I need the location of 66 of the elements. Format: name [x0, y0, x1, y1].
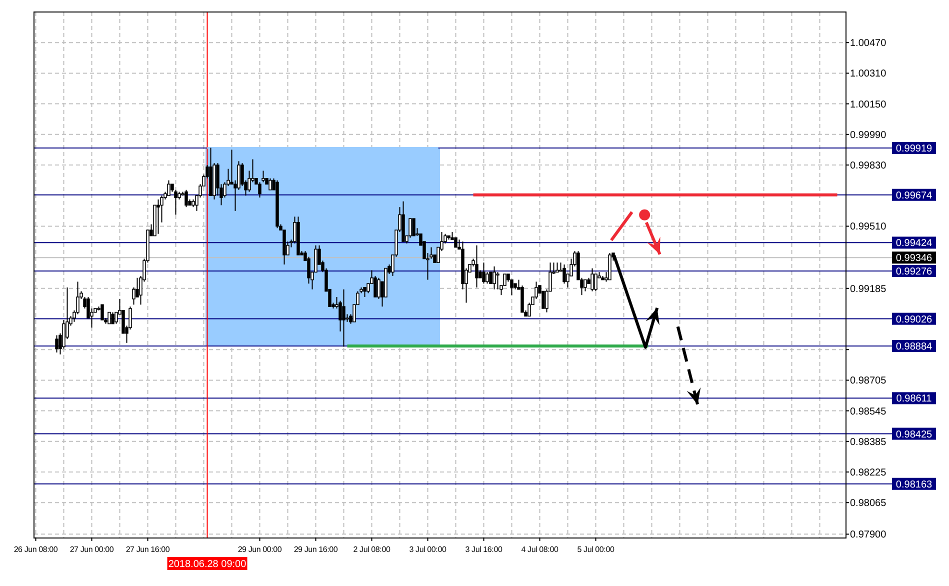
candlestick	[475, 244, 478, 288]
x-tick-label: 3 Jul 00:00	[409, 544, 447, 554]
candlestick	[111, 312, 114, 324]
ref-line-label: 0.99674	[896, 190, 933, 202]
x-tick-label: 4 Jul 08:00	[521, 544, 559, 554]
candlestick	[503, 274, 506, 286]
candlestick	[262, 170, 265, 183]
y-tick-label: 1.00470	[850, 38, 887, 50]
x-tick-label: 5 Jul 00:00	[577, 544, 615, 554]
candlestick	[268, 178, 272, 190]
x-tick-label: 27 Jun 16:00	[126, 544, 170, 554]
candlestick	[594, 274, 598, 292]
y-tick-label: 0.98225	[850, 468, 887, 479]
candlestick	[184, 189, 188, 208]
candlestick	[342, 288, 346, 348]
y-tick-label: 0.98705	[850, 376, 887, 387]
ref-line-label: 0.98884	[896, 341, 933, 352]
candlestick	[55, 334, 58, 353]
candlestick	[408, 218, 412, 238]
x-tick-label: 26 Jun 08:00	[14, 544, 58, 554]
x-tick-label: 29 Jun 16:00	[294, 544, 338, 554]
y-tick-label: 0.98385	[850, 436, 887, 448]
y-tick-label: 0.98065	[850, 498, 887, 510]
x-tick-label: 2018.06.28 09:00	[168, 559, 247, 570]
candlestick	[590, 268, 594, 292]
ref-line-label: 0.99346	[896, 253, 933, 264]
y-tick-label: 1.00150	[850, 99, 887, 110]
candlestick	[496, 272, 500, 290]
candlestick	[307, 256, 310, 284]
candlestick	[374, 275, 377, 298]
ref-line-label: 0.98611	[896, 394, 932, 405]
y-tick-label: 0.97900	[850, 530, 887, 541]
candlestick	[486, 272, 489, 284]
ref-line-label: 0.99919	[896, 143, 933, 154]
candlestick	[100, 304, 104, 320]
x-tick-label: 27 Jun 00:00	[70, 544, 114, 554]
x-tick-label: 3 Jul 16:00	[465, 544, 503, 554]
candlestick	[584, 279, 587, 292]
x-tick-label: 29 Jun 00:00	[238, 544, 282, 554]
y-tick-label: 0.99510	[850, 222, 887, 233]
candlestick	[489, 272, 492, 284]
candlestick	[556, 262, 559, 273]
candlestick	[562, 264, 566, 284]
candlestick	[132, 286, 136, 306]
ref-line-label: 0.99276	[896, 266, 933, 278]
ref-line-label: 0.98425	[896, 429, 933, 440]
candlestick	[363, 286, 366, 298]
ref-line-label: 0.98163	[896, 479, 933, 490]
ref-line-label: 0.99026	[896, 314, 933, 326]
candlestick	[482, 262, 486, 284]
candlestick	[492, 266, 496, 290]
candlestick	[454, 237, 458, 248]
y-tick-label: 0.99185	[850, 284, 887, 295]
y-tick-label: 1.00310	[850, 68, 887, 80]
ref-line-label: 0.99424	[896, 238, 933, 250]
candlestick	[377, 277, 380, 300]
x-tick-label: 2 Jul 08:00	[353, 544, 391, 554]
candlestick	[114, 312, 118, 324]
candlestick	[156, 198, 160, 234]
y-tick-label: 0.98545	[850, 406, 887, 418]
candlestick	[412, 218, 416, 236]
candlestick	[108, 312, 111, 324]
y-tick-label: 0.99830	[850, 160, 887, 172]
y-tick-label: 0.99990	[850, 130, 887, 141]
candlestick	[167, 180, 170, 196]
candlestick	[258, 182, 262, 198]
